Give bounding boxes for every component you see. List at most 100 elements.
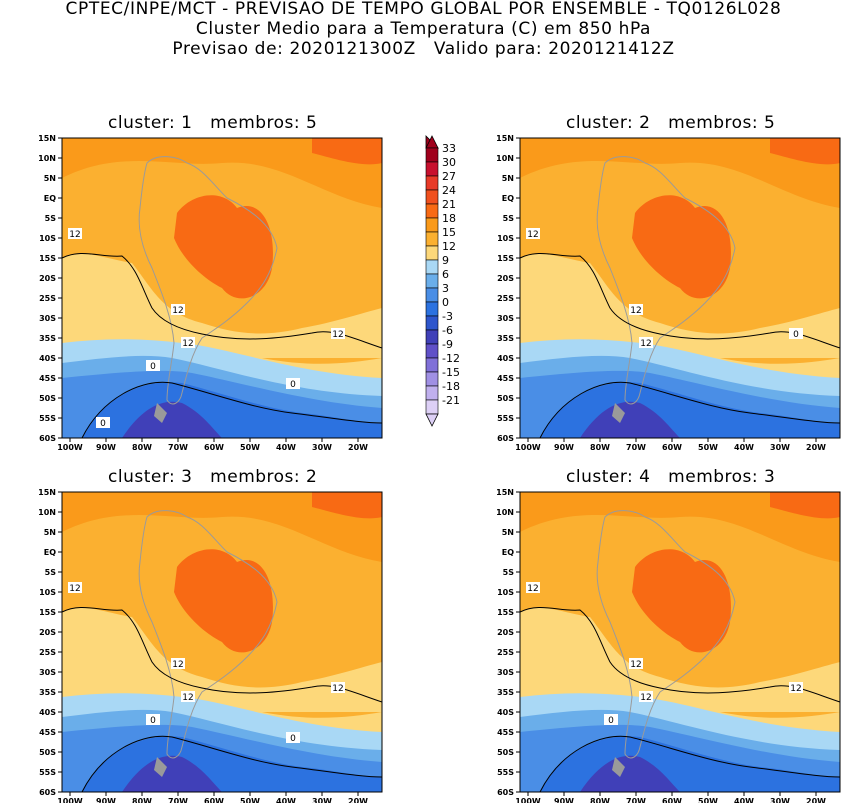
lat-tick-label: 5N [502, 528, 514, 537]
contour-label: 12 [639, 691, 653, 703]
lat-tick-label: EQ [44, 548, 56, 557]
lat-tick-label: 15N [496, 488, 514, 497]
colorbar-swatch [425, 343, 439, 359]
colorbar-label: 9 [442, 254, 449, 267]
map-panel-2 [519, 137, 841, 439]
colorbar-label: -3 [442, 310, 453, 323]
colorbar-label: 0 [442, 296, 449, 309]
lat-tick-label: 40S [39, 708, 56, 717]
colorbar-swatch [425, 287, 439, 303]
lon-tick-label: 70W [168, 797, 188, 803]
lon-tick-label: 80W [590, 797, 610, 803]
lat-tick-label: 20S [39, 628, 56, 637]
contour-label: 12 [68, 228, 82, 240]
colorbar-label: 21 [442, 198, 456, 211]
lat-tick-label: 60S [497, 434, 514, 443]
lat-tick-label: 20S [497, 274, 514, 283]
lat-tick-label: 40S [497, 354, 514, 363]
lat-tick-label: 45S [39, 728, 56, 737]
lon-tick-label: 50W [240, 797, 260, 803]
contour-label: 12 [629, 304, 643, 316]
lon-tick-label: 80W [590, 443, 610, 452]
lat-tick-label: EQ [44, 194, 56, 203]
header-line-3: Previsao de: 2020121300Z Valido para: 20… [172, 39, 675, 59]
lat-tick-label: 10S [497, 234, 514, 243]
lat-tick-label: 5S [503, 214, 515, 223]
lat-tick-label: 50S [497, 748, 514, 757]
svg-text:12: 12 [332, 330, 343, 340]
lat-tick-label: 15S [497, 254, 514, 263]
contour-label: 0 [789, 328, 803, 340]
lat-tick-label: 60S [39, 788, 56, 797]
lat-tick-label: 35S [39, 688, 56, 697]
lat-tick-label: 20S [497, 628, 514, 637]
lon-tick-label: 40W [276, 443, 296, 452]
lon-tick-label: 90W [554, 443, 574, 452]
lon-tick-label: 60W [204, 797, 224, 803]
lon-tick-label: 70W [626, 443, 646, 452]
lat-tick-label: 5S [503, 568, 515, 577]
lon-tick-label: 20W [806, 443, 826, 452]
lat-tick-label: 10N [38, 508, 56, 517]
svg-text:12: 12 [527, 230, 538, 240]
svg-text:12: 12 [182, 693, 193, 703]
colorbar-label: 6 [442, 268, 449, 281]
lat-tick-label: EQ [502, 194, 514, 203]
colorbar-label: 12 [442, 240, 456, 253]
svg-text:0: 0 [150, 362, 156, 372]
svg-text:0: 0 [290, 380, 296, 390]
contour-label: 0 [286, 378, 300, 390]
svg-text:12: 12 [69, 584, 80, 594]
lat-tick-label: 50S [497, 394, 514, 403]
lat-tick-label: 35S [497, 334, 514, 343]
lat-tick-label: 25S [39, 294, 56, 303]
lat-tick-label: 25S [39, 648, 56, 657]
contour-label: 12 [171, 658, 185, 670]
contour-label: 12 [331, 682, 345, 694]
contour-label: 12 [629, 658, 643, 670]
lat-tick-label: 10S [39, 588, 56, 597]
svg-text:12: 12 [172, 306, 183, 316]
panel-title-4: cluster: 4 membros: 3 [566, 467, 776, 487]
panel-title-3: cluster: 3 membros: 2 [108, 467, 318, 487]
lon-tick-label: 80W [132, 443, 152, 452]
svg-text:12: 12 [69, 230, 80, 240]
contour-label: 12 [331, 328, 345, 340]
lat-tick-label: 25S [497, 294, 514, 303]
header-line-1: CPTEC/INPE/MCT - PREVISAO DE TEMPO GLOBA… [65, 0, 782, 19]
colorbar-label: -15 [442, 366, 460, 379]
lat-tick-label: 15N [38, 134, 56, 143]
colorbar-swatch [425, 385, 439, 401]
colorbar-swatch [425, 273, 439, 289]
map-panel-4 [519, 491, 841, 793]
lon-tick-label: 90W [554, 797, 574, 803]
lat-tick-label: 35S [497, 688, 514, 697]
contour-label: 12 [526, 582, 540, 594]
colorbar-swatch [425, 259, 439, 275]
svg-text:12: 12 [630, 306, 641, 316]
contour-label: 12 [639, 337, 653, 349]
lat-tick-label: 5N [44, 174, 56, 183]
lat-tick-label: 30S [497, 314, 514, 323]
contour-label: 0 [146, 360, 160, 372]
colorbar-swatch [425, 399, 439, 415]
lat-tick-label: 5N [502, 174, 514, 183]
lon-tick-label: 30W [312, 797, 332, 803]
lon-tick-label: 90W [96, 797, 116, 803]
colorbar-swatch [425, 217, 439, 233]
lon-tick-label: 20W [348, 797, 368, 803]
contour-label: 0 [96, 417, 110, 429]
colorbar-label: 15 [442, 226, 456, 239]
lat-tick-label: 60S [39, 434, 56, 443]
lat-tick-label: 55S [39, 414, 56, 423]
colorbar-swatch [425, 161, 439, 177]
contour-label: 0 [604, 714, 618, 726]
colorbar-label: 30 [442, 156, 456, 169]
lon-tick-label: 50W [240, 443, 260, 452]
lat-tick-label: 55S [39, 768, 56, 777]
lon-tick-label: 20W [806, 797, 826, 803]
colorbar-label: -18 [442, 380, 460, 393]
contour-label: 12 [181, 691, 195, 703]
colorbar-label: -9 [442, 338, 453, 351]
